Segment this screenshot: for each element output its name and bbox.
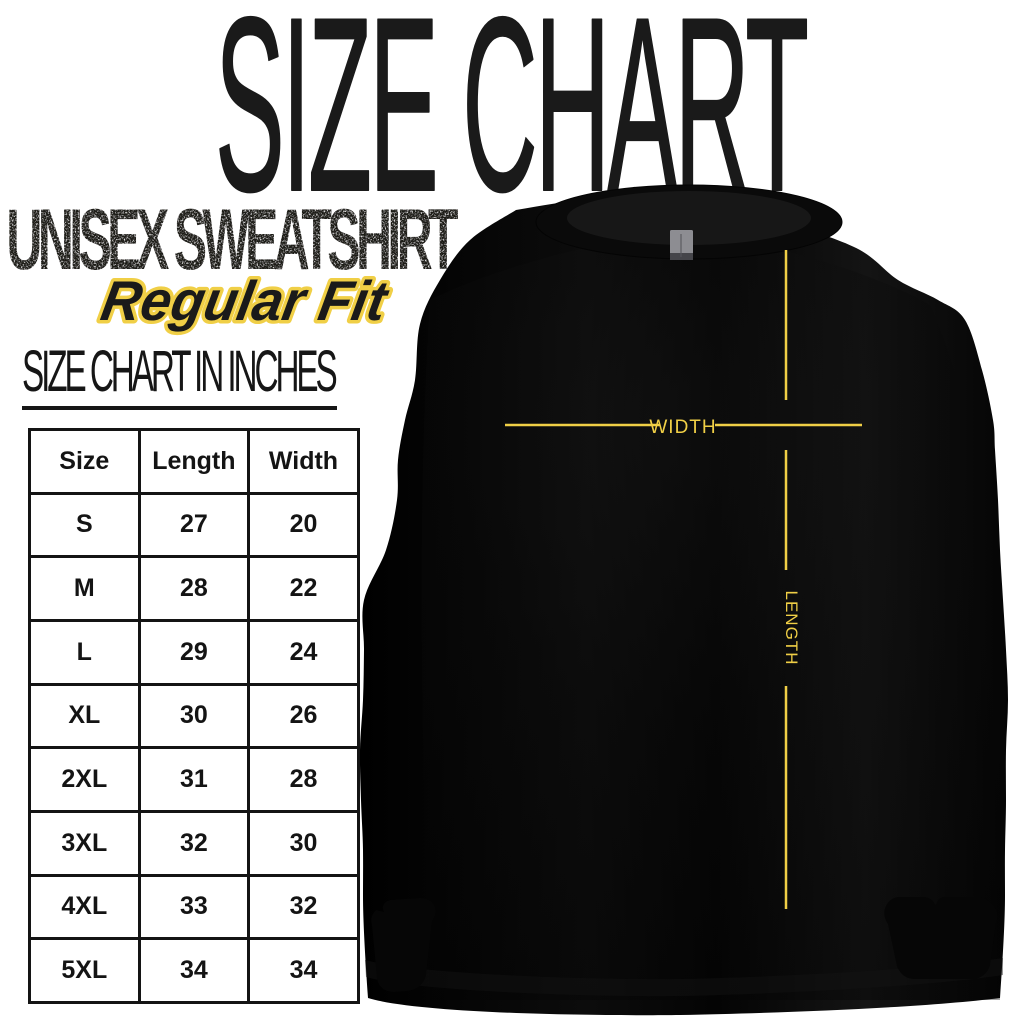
- svg-text:WIDTH: WIDTH: [649, 417, 716, 438]
- svg-text:LENGTH: LENGTH: [782, 591, 801, 666]
